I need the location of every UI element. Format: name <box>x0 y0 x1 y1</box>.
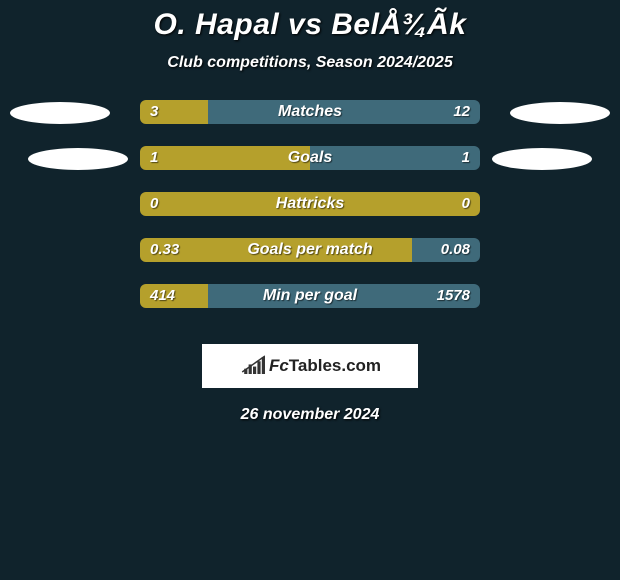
stat-value-right: 1 <box>462 146 470 170</box>
stat-value-left: 0.33 <box>150 238 179 262</box>
stat-bar-right <box>208 100 480 124</box>
date-label: 26 november 2024 <box>0 406 620 424</box>
stat-value-left: 414 <box>150 284 175 308</box>
stat-label: Min per goal <box>263 284 357 308</box>
comparison-widget: O. Hapal vs BelÅ¾Ãk Club competitions, S… <box>0 0 620 424</box>
bar-chart-icon <box>239 354 265 379</box>
stat-bar-right <box>310 146 480 170</box>
stats-area: 3 12 Matches 1 1 Goals 0 0 Hattricks 0.33 0.08 Goal… <box>0 100 620 330</box>
stat-value-left: 1 <box>150 146 158 170</box>
logo-text: FcTables.com <box>269 356 381 376</box>
subtitle: Club competitions, Season 2024/2025 <box>0 54 620 72</box>
stat-value-right: 0 <box>462 192 470 216</box>
page-title: O. Hapal vs BelÅ¾Ãk <box>0 8 620 42</box>
logo-tables: Tables.com <box>289 356 381 375</box>
stat-label: Matches <box>278 100 342 124</box>
player-badge-left <box>10 102 110 124</box>
stat-row: 0.33 0.08 Goals per match <box>10 238 610 284</box>
player-badge-right <box>510 102 610 124</box>
stat-label: Goals per match <box>247 238 372 262</box>
stat-value-right: 1578 <box>437 284 470 308</box>
stat-label: Goals <box>288 146 332 170</box>
player-badge-right <box>492 148 592 170</box>
stat-value-right: 12 <box>453 100 470 124</box>
stat-row: 0 0 Hattricks <box>10 192 610 238</box>
player-badge-left <box>28 148 128 170</box>
logo-fc: Fc <box>269 356 289 375</box>
stat-row: 414 1578 Min per goal <box>10 284 610 330</box>
stat-value-left: 0 <box>150 192 158 216</box>
stat-value-left: 3 <box>150 100 158 124</box>
stat-value-right: 0.08 <box>441 238 470 262</box>
stat-row: 1 1 Goals <box>10 146 610 192</box>
stat-label: Hattricks <box>276 192 344 216</box>
stat-row: 3 12 Matches <box>10 100 610 146</box>
logo-inner: FcTables.com <box>239 354 381 379</box>
stat-bar-left <box>140 146 310 170</box>
fctables-logo[interactable]: FcTables.com <box>202 344 418 388</box>
